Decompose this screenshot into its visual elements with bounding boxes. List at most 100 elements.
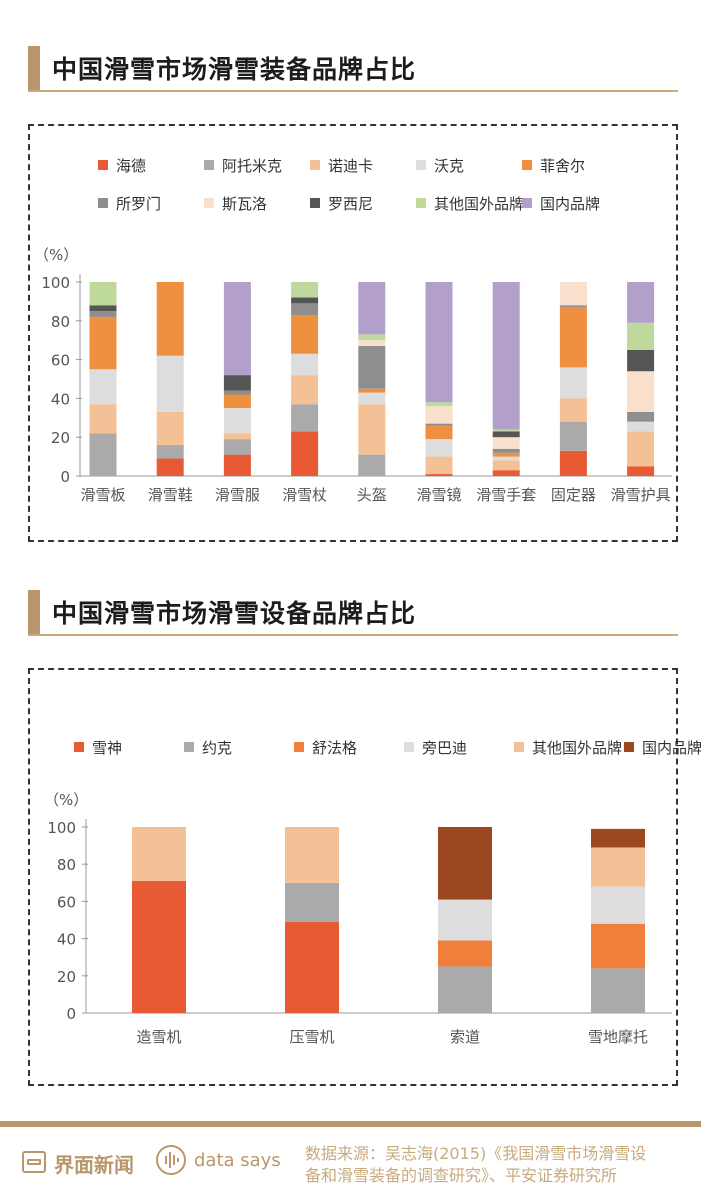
legend-label: 所罗门 <box>116 195 161 213</box>
x-category-label: 压雪机 <box>289 1028 334 1046</box>
bar-segment <box>559 282 587 306</box>
legend-swatch <box>184 742 194 752</box>
chart-title-facilities: 中国滑雪市场滑雪设备品牌占比 <box>52 599 417 628</box>
bar-segment <box>492 448 520 453</box>
bar-segment <box>291 297 319 304</box>
bar-segment <box>291 431 319 476</box>
section-header-equipment: 中国滑雪市场滑雪装备品牌占比 <box>28 46 678 92</box>
y-tick-label: 60 <box>51 352 70 370</box>
legend-swatch <box>416 198 426 208</box>
y-axis-label: （%） <box>44 791 88 809</box>
bar-segment <box>223 454 251 476</box>
footer: 界面新闻 data says 数据来源：吴志海(2015)《我国滑雪市场滑雪设 … <box>0 1127 701 1203</box>
bar-segment <box>89 311 117 317</box>
legend-swatch <box>624 742 634 752</box>
footer-divider <box>0 1121 701 1127</box>
bar-segment <box>492 282 520 430</box>
bar-segment <box>425 423 453 426</box>
bar-segment <box>285 827 339 883</box>
y-tick-label: 0 <box>66 1005 76 1023</box>
legend-label: 海德 <box>116 157 146 175</box>
bar-segment <box>89 316 117 370</box>
x-category-label: 头盔 <box>357 486 387 504</box>
legend-swatch <box>74 742 84 752</box>
legend-swatch <box>522 198 532 208</box>
data-says-logo-icon <box>156 1145 186 1175</box>
bar-segment <box>89 305 117 312</box>
x-category-label: 索道 <box>450 1028 480 1046</box>
bar-segment <box>425 439 453 457</box>
bar-segment <box>591 886 645 924</box>
section-accent-bar <box>28 590 40 634</box>
bar-segment <box>627 466 655 476</box>
bar-segment <box>559 307 587 368</box>
legend-label: 菲舍尔 <box>540 157 585 175</box>
chart-panel-facilities: 雪神 约克 舒法格 旁巴迪 其他国外品牌 国内品牌 （%） 0 20 40 60 80 100 造雪机 压雪… <box>28 668 701 1086</box>
bar-segment <box>492 452 520 457</box>
bar-segment <box>492 429 520 432</box>
bar-segment <box>358 392 386 405</box>
x-category-label: 滑雪板 <box>80 486 125 504</box>
legend-label: 其他国外品牌 <box>434 195 524 213</box>
section-header-facilities: 中国滑雪市场滑雪设备品牌占比 <box>28 590 678 636</box>
bar-segment <box>492 456 520 461</box>
bar-segment <box>492 437 520 449</box>
brand-name: 界面新闻 <box>54 1153 134 1177</box>
legend-label: 沃克 <box>434 157 464 175</box>
legend-swatch <box>204 198 214 208</box>
y-tick-label: 60 <box>57 893 76 911</box>
legend-label: 斯瓦洛 <box>222 195 267 213</box>
bar-segment <box>627 282 655 323</box>
y-tick-label: 40 <box>57 931 76 949</box>
bar-segment <box>223 408 251 434</box>
bar-segment <box>425 402 453 407</box>
legend-label: 国内品牌 <box>642 739 701 757</box>
y-tick-label: 0 <box>60 468 70 486</box>
legend-swatch <box>522 160 532 170</box>
x-category-label: 固定器 <box>551 486 596 504</box>
bar-segment <box>627 349 655 372</box>
legend-label: 约克 <box>202 739 232 757</box>
legend-swatch <box>404 742 414 752</box>
bar-segment <box>132 880 186 1013</box>
bar-segment <box>89 369 117 405</box>
bar-segment <box>156 444 184 459</box>
bar-segment <box>425 406 453 424</box>
bar-segment <box>627 421 655 432</box>
bar-segment <box>492 470 520 476</box>
y-axis-label: （%） <box>34 246 78 264</box>
legend-label: 国内品牌 <box>540 195 600 213</box>
bar-segment <box>627 322 655 350</box>
bar-segment <box>358 334 386 341</box>
y-tick-label: 40 <box>51 390 70 408</box>
bar-segment <box>358 340 386 347</box>
bar-segment <box>291 303 319 315</box>
bar-segment <box>591 968 645 1013</box>
legend-label: 罗西尼 <box>328 195 373 213</box>
legend-label: 雪神 <box>92 739 122 757</box>
bar-segment <box>438 966 492 1013</box>
y-tick-label: 100 <box>41 274 70 292</box>
legend-swatch <box>98 198 108 208</box>
legend-label: 舒法格 <box>312 739 357 757</box>
bar-segment <box>358 404 386 455</box>
bar-segment <box>223 439 251 455</box>
bar-segment <box>223 282 251 376</box>
bar-segment <box>358 454 386 476</box>
bar-segment <box>627 371 655 412</box>
bar-segment <box>291 353 319 376</box>
bar-segment <box>223 433 251 440</box>
chart-panel-equipment: 海德 阿托米克 诺迪卡 沃克 菲舍尔 所罗门 斯瓦洛 罗西尼 其他国外品牌 国内品牌 （%） 0 20 4… <box>28 124 678 542</box>
bar-segment <box>285 882 339 922</box>
bar-segment <box>425 456 453 475</box>
bar-segment <box>559 450 587 476</box>
bar-segment <box>627 431 655 467</box>
source-line-2: 备和滑雪装备的调查研究》、平安证券研究所 <box>305 1166 618 1185</box>
bar-segment <box>285 921 339 1013</box>
bar-segment <box>291 282 319 298</box>
legend-swatch <box>310 198 320 208</box>
y-tick-label: 80 <box>57 856 76 874</box>
x-category-label: 造雪机 <box>136 1028 181 1046</box>
bar-segment <box>425 474 453 476</box>
